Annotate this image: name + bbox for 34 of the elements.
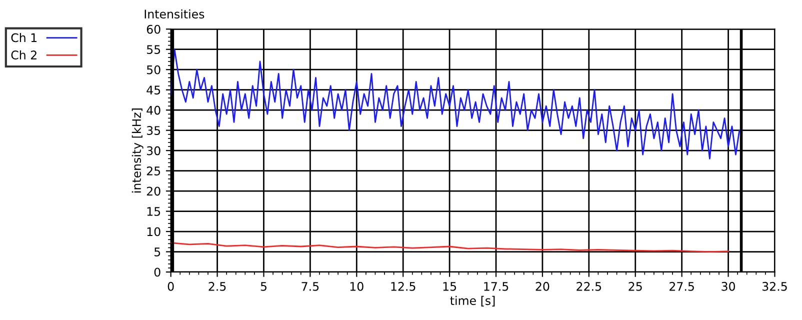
y-tick-label: 40: [146, 106, 160, 115]
x-tick-label: 12.5: [391, 282, 416, 291]
y-tick-label: 20: [146, 186, 160, 196]
x-tick-label: 15: [443, 282, 456, 291]
x-tick-label: 30: [722, 282, 736, 291]
y-tick-label: 10: [147, 227, 160, 236]
x-tick-label: 22.5: [576, 282, 602, 291]
y-tick-label: 15: [147, 207, 160, 216]
x-axis-title: time [s]: [450, 296, 495, 306]
x-tick-label: 5: [260, 282, 266, 291]
x-tick-label: 20: [536, 282, 550, 291]
line-series: [170, 48, 740, 160]
y-tick-label: 5: [154, 248, 160, 256]
line-series: [170, 242, 729, 252]
x-tick-label: 0: [168, 282, 174, 291]
x-tick-label: 10: [350, 282, 364, 291]
x-tick-label: 27.5: [670, 282, 694, 291]
y-tick-label: 50: [146, 65, 160, 74]
y-tick-label: 25: [146, 166, 160, 176]
legend-label: Ch 1: [11, 33, 37, 42]
y-tick-label: 60: [146, 24, 160, 34]
chart-title: Intensities: [144, 9, 204, 19]
x-tick-label: 25: [628, 282, 642, 291]
y-tick-label: 55: [146, 45, 160, 54]
y-tick-label: 30: [146, 146, 160, 156]
x-tick-label: 2.5: [208, 282, 226, 291]
x-tick-label: 32.5: [762, 282, 787, 291]
y-axis-title: intensity [kHz]: [132, 108, 144, 192]
y-tick-label: 35: [146, 126, 160, 135]
x-tick-label: 17.5: [484, 282, 508, 291]
x-tick-label: 7.5: [302, 282, 319, 291]
legend-label: Ch 2: [11, 50, 36, 60]
y-tick-label: 0: [154, 268, 160, 277]
y-tick-label: 45: [146, 86, 160, 94]
